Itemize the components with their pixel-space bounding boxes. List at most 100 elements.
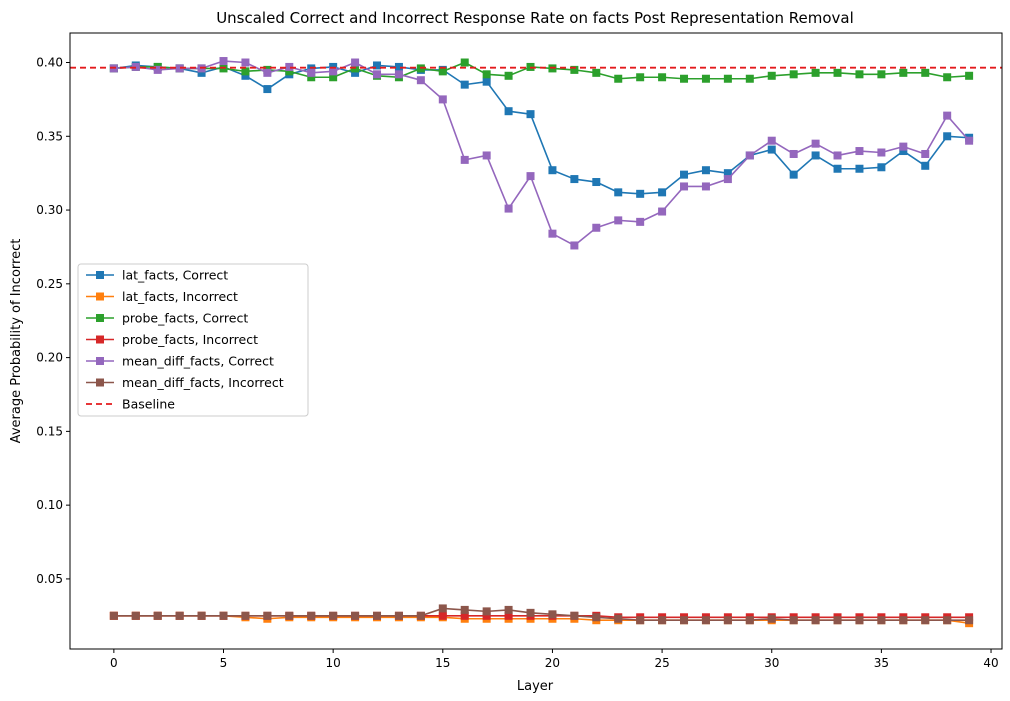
data-point — [285, 67, 294, 76]
data-point — [438, 95, 447, 104]
data-point — [438, 611, 447, 620]
data-point — [680, 616, 689, 625]
data-point — [855, 70, 864, 79]
data-point — [109, 611, 118, 620]
data-point — [241, 67, 250, 76]
data-point — [899, 147, 908, 156]
data-point — [833, 164, 842, 173]
data-point — [723, 74, 732, 83]
data-point — [658, 616, 667, 625]
data-point — [614, 74, 623, 83]
data-point — [285, 611, 294, 620]
x-axis-label: Layer — [517, 679, 554, 694]
data-point — [592, 613, 601, 622]
data-point — [877, 616, 886, 625]
data-point — [855, 147, 864, 156]
data-point — [460, 155, 469, 164]
data-point — [285, 62, 294, 71]
data-point — [197, 68, 206, 77]
data-point — [833, 68, 842, 77]
legend-swatch-marker — [96, 314, 104, 322]
data-point — [373, 611, 382, 620]
series-line — [113, 607, 970, 622]
x-tick-label: 5 — [220, 656, 228, 670]
data-point — [680, 182, 689, 191]
data-point — [767, 614, 776, 623]
data-point — [658, 73, 667, 82]
data-point — [592, 223, 601, 232]
legend-label: probe_facts, Incorrect — [122, 332, 258, 347]
data-point — [745, 151, 754, 160]
data-point — [570, 611, 579, 620]
data-point — [921, 149, 930, 158]
data-point — [723, 169, 732, 178]
data-point — [329, 611, 338, 620]
data-point — [701, 74, 710, 83]
legend-label: lat_facts, Incorrect — [122, 289, 238, 304]
data-point — [701, 182, 710, 191]
data-point — [767, 145, 776, 154]
data-point — [460, 605, 469, 614]
data-point — [680, 74, 689, 83]
y-tick-label: 0.25 — [36, 277, 63, 291]
data-point — [658, 188, 667, 197]
data-point — [504, 107, 513, 116]
data-point — [921, 68, 930, 77]
x-tick-label: 15 — [435, 656, 450, 670]
data-point — [745, 74, 754, 83]
data-point — [504, 605, 513, 614]
data-point — [241, 71, 250, 80]
y-tick-label: 0.40 — [36, 56, 63, 70]
data-point — [789, 149, 798, 158]
y-tick-label: 0.30 — [36, 203, 63, 217]
x-tick-label: 25 — [654, 656, 669, 670]
data-point — [131, 611, 140, 620]
data-point — [526, 608, 535, 617]
y-tick-label: 0.05 — [36, 572, 63, 586]
data-point — [307, 73, 316, 82]
data-point — [723, 616, 732, 625]
data-point — [658, 207, 667, 216]
data-point — [416, 611, 425, 620]
data-point — [219, 57, 228, 66]
data-point — [482, 607, 491, 616]
data-point — [921, 616, 930, 625]
y-tick-label: 0.10 — [36, 498, 63, 512]
legend-label: mean_diff_facts, Correct — [122, 354, 274, 369]
chart-title: Unscaled Correct and Incorrect Response … — [216, 9, 854, 27]
data-point — [329, 73, 338, 82]
x-tick-label: 30 — [764, 656, 779, 670]
data-point — [943, 616, 952, 625]
data-point — [811, 139, 820, 148]
data-point — [965, 136, 974, 145]
data-point — [614, 188, 623, 197]
data-point — [351, 58, 360, 67]
data-point — [965, 616, 974, 625]
plot-frame — [69, 32, 1003, 650]
data-point — [570, 65, 579, 74]
data-point — [877, 163, 886, 172]
legend-swatch-marker — [96, 357, 104, 365]
data-point — [592, 68, 601, 77]
data-point — [153, 611, 162, 620]
y-tick-label: 0.15 — [36, 424, 63, 438]
data-point — [482, 77, 491, 86]
data-point — [636, 616, 645, 625]
data-point — [394, 62, 403, 71]
y-axis-label: Average Probability of Incorrect — [9, 239, 24, 444]
series-line — [113, 64, 970, 195]
data-point — [548, 166, 557, 175]
data-point — [241, 611, 250, 620]
data-point — [394, 70, 403, 79]
legend-swatch-marker — [96, 271, 104, 279]
data-point — [811, 616, 820, 625]
data-point — [460, 58, 469, 67]
data-point — [614, 216, 623, 225]
data-point — [855, 616, 864, 625]
data-point — [921, 161, 930, 170]
data-point — [482, 611, 491, 620]
series-line — [113, 60, 970, 247]
data-point — [548, 229, 557, 238]
data-point — [943, 73, 952, 82]
data-point — [416, 76, 425, 85]
